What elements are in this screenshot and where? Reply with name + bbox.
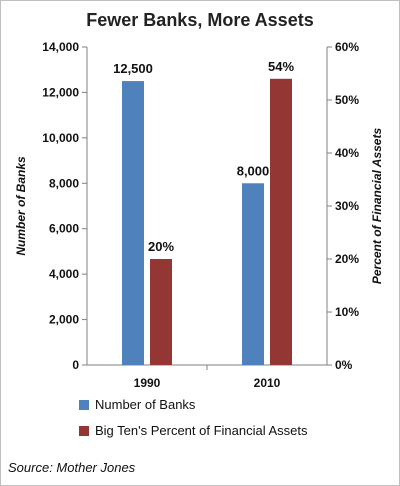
- data-label: 20%: [148, 239, 174, 254]
- y-tick-label: 2,000: [49, 313, 79, 327]
- x-tick-label: 1990: [134, 376, 161, 390]
- y-axis-label: Number of Banks: [14, 156, 28, 256]
- legend-label: Number of Banks: [95, 397, 196, 412]
- legend-swatch: [79, 426, 89, 436]
- legend-label: Big Ten's Percent of Financial Assets: [95, 423, 308, 438]
- y2-tick-label: 40%: [335, 146, 359, 160]
- y2-tick-label: 10%: [335, 305, 359, 319]
- bar-banks: [122, 81, 144, 366]
- y-tick-label: 12,000: [42, 85, 79, 99]
- y-tick-label: 4,000: [49, 267, 79, 281]
- y-tick-label: 8,000: [49, 176, 79, 190]
- y-tick-label: 0: [72, 358, 79, 372]
- y2-tick-label: 60%: [335, 40, 359, 54]
- source-note: Source: Mother Jones: [8, 460, 136, 475]
- bar-assets: [270, 78, 292, 366]
- y2-tick-label: 50%: [335, 93, 359, 107]
- legend: Number of Banks Big Ten's Percent of Fina…: [79, 397, 308, 438]
- data-label: 54%: [268, 59, 294, 74]
- y-tick-label: 14,000: [42, 40, 79, 54]
- y-tick-label: 10,000: [42, 131, 79, 145]
- y2-tick-label: 30%: [335, 199, 359, 213]
- y2-tick-label: 0%: [335, 358, 353, 372]
- x-tick-label: 2010: [254, 376, 281, 390]
- bar-assets: [150, 259, 172, 365]
- chart-title: Fewer Banks, More Assets: [86, 10, 313, 30]
- data-label: 8,000: [237, 163, 270, 178]
- y-tick-label: 6,000: [49, 222, 79, 236]
- y2-axis-label: Percent of Financial Assets: [370, 128, 384, 285]
- legend-swatch: [79, 400, 89, 410]
- y2-tick-label: 20%: [335, 252, 359, 266]
- data-label: 12,500: [113, 61, 153, 76]
- bar-banks: [242, 183, 264, 365]
